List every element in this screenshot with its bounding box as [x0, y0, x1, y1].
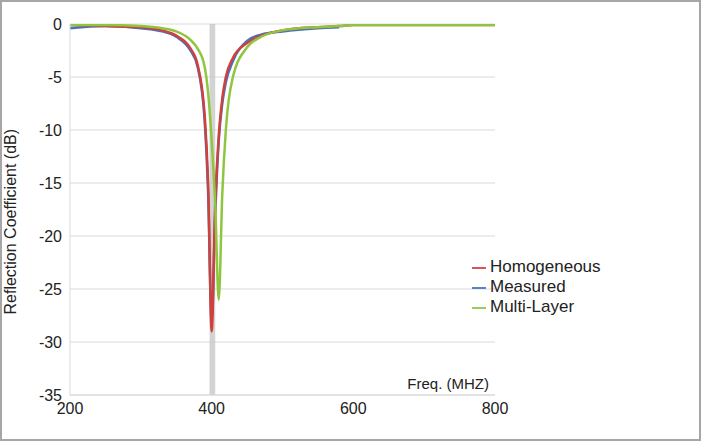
svg-text:-20: -20 — [39, 228, 62, 245]
svg-text:Reflection Coefficient (dB): Reflection Coefficient (dB) — [2, 129, 19, 315]
svg-text:200: 200 — [56, 400, 84, 418]
html-text:Homogeneous: Homogeneous — [490, 257, 601, 276]
svg-text:Freq. (MHZ): Freq. (MHZ) — [407, 375, 489, 392]
svg-text:-15: -15 — [39, 175, 62, 192]
svg-text:400: 400 — [198, 400, 225, 417]
html-text:Multi-Layer: Multi-Layer — [490, 297, 575, 316]
svg-text:800: 800 — [482, 400, 509, 417]
svg-text:-30: -30 — [39, 334, 62, 351]
svg-text:600: 600 — [340, 400, 367, 417]
svg-text:0: 0 — [53, 16, 62, 33]
svg-text:-35: -35 — [39, 387, 62, 404]
svg-text:-10: -10 — [39, 122, 62, 139]
svg-text:-5: -5 — [48, 69, 62, 86]
svg-text:-25: -25 — [39, 281, 62, 298]
html-text:Measured: Measured — [490, 277, 566, 296]
